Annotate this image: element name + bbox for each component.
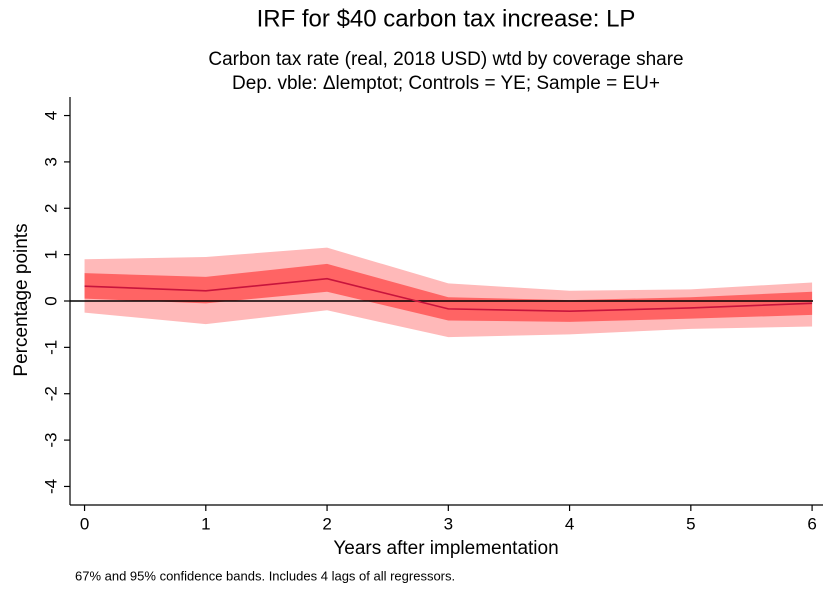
ci67-band bbox=[84, 263, 813, 322]
x-tick-label: 5 bbox=[686, 514, 695, 533]
chart-subtitle: Carbon tax rate (real, 2018 USD) wtd by … bbox=[208, 49, 683, 70]
y-tick-label: -4 bbox=[41, 479, 60, 494]
y-axis-label: Percentage points bbox=[11, 223, 32, 376]
y-tick-label: 2 bbox=[41, 204, 60, 213]
chart-note: 67% and 95% confidence bands. Includes 4… bbox=[75, 568, 455, 583]
x-tick-label: 1 bbox=[201, 514, 210, 533]
y-tick-label: -1 bbox=[41, 340, 60, 355]
y-tick-label: 4 bbox=[41, 111, 60, 120]
y-tick-label: 3 bbox=[41, 157, 60, 166]
x-tick-label: 6 bbox=[807, 514, 816, 533]
y-tick-label: -2 bbox=[41, 386, 60, 401]
x-tick-label: 2 bbox=[322, 514, 331, 533]
y-tick-label: -3 bbox=[41, 433, 60, 448]
y-tick-label: 0 bbox=[41, 296, 60, 305]
x-tick-label: 4 bbox=[565, 514, 574, 533]
y-tick-label: 1 bbox=[41, 250, 60, 259]
x-tick-label: 0 bbox=[80, 514, 89, 533]
chart-subtitle: Dep. vble: Δlemptot; Controls = YE; Samp… bbox=[232, 73, 660, 94]
chart-title: IRF for $40 carbon tax increase: LP bbox=[257, 5, 636, 32]
x-axis-label: Years after implementation bbox=[333, 538, 558, 559]
x-tick-label: 3 bbox=[444, 514, 453, 533]
irf-line bbox=[84, 277, 813, 313]
